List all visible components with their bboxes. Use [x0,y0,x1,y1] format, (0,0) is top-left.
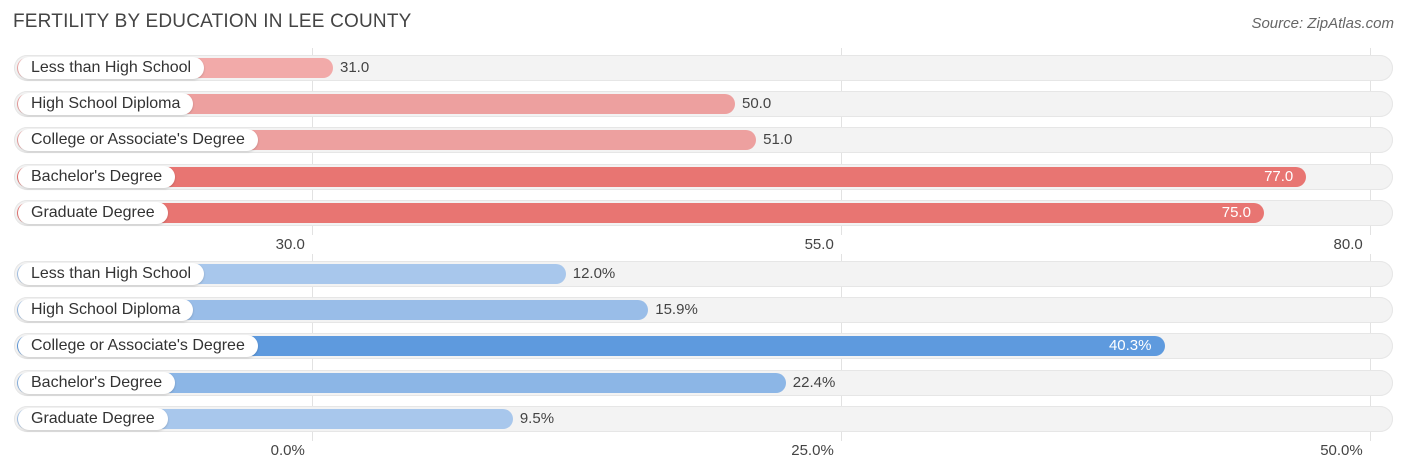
category-label: Bachelor's Degree [18,371,176,394]
source-label: Source: ZipAtlas.com [1251,15,1394,32]
category-label: Graduate Degree [18,201,168,224]
category-label: College or Associate's Degree [18,335,258,358]
value-label: 51.0 [763,131,793,149]
value-label: 12.0% [572,265,616,282]
category-label: Less than High School [18,263,205,285]
category-label: College or Associate's Degree [18,129,258,152]
value-label: 22.4% [792,373,836,391]
x-tick-label: 80.0 [1333,235,1363,253]
x-tick-label: 55.0 [804,235,834,253]
value-label: 77.0 [1264,167,1294,185]
category-label: Bachelor's Degree [18,165,176,188]
category-label: High School Diploma [18,299,194,322]
value-label: 75.0 [1221,203,1251,221]
fertility-percent-chart: Less than High School 12.0% High School Di… [0,254,1406,462]
x-tick-label: 50.0% [1320,441,1363,459]
category-label: Graduate Degree [18,407,168,430]
fertility-rate-chart: Less than High School 31.0 High School Dip… [0,48,1406,260]
value-label: 15.9% [655,301,698,319]
bar-graduate-degree [17,202,1264,223]
bar-high-school-diploma [17,94,735,115]
value-label: 9.5% [519,409,555,427]
category-label: High School Diploma [18,93,194,116]
value-label: 50.0 [742,95,772,113]
value-label: 40.3% [1108,337,1152,355]
category-label: Less than High School [18,57,205,79]
x-tick-label: 0.0% [270,441,305,459]
value-label: 31.0 [340,59,370,76]
bar-college-or-associate-s-degree [17,336,1165,357]
bar-bachelor-s-degree [17,166,1307,187]
x-tick-label: 30.0 [275,235,305,253]
chart-title: FERTILITY BY EDUCATION IN LEE COUNTY [13,11,412,32]
bar-bachelor-s-degree [17,372,786,393]
x-tick-label: 25.0% [791,441,834,459]
